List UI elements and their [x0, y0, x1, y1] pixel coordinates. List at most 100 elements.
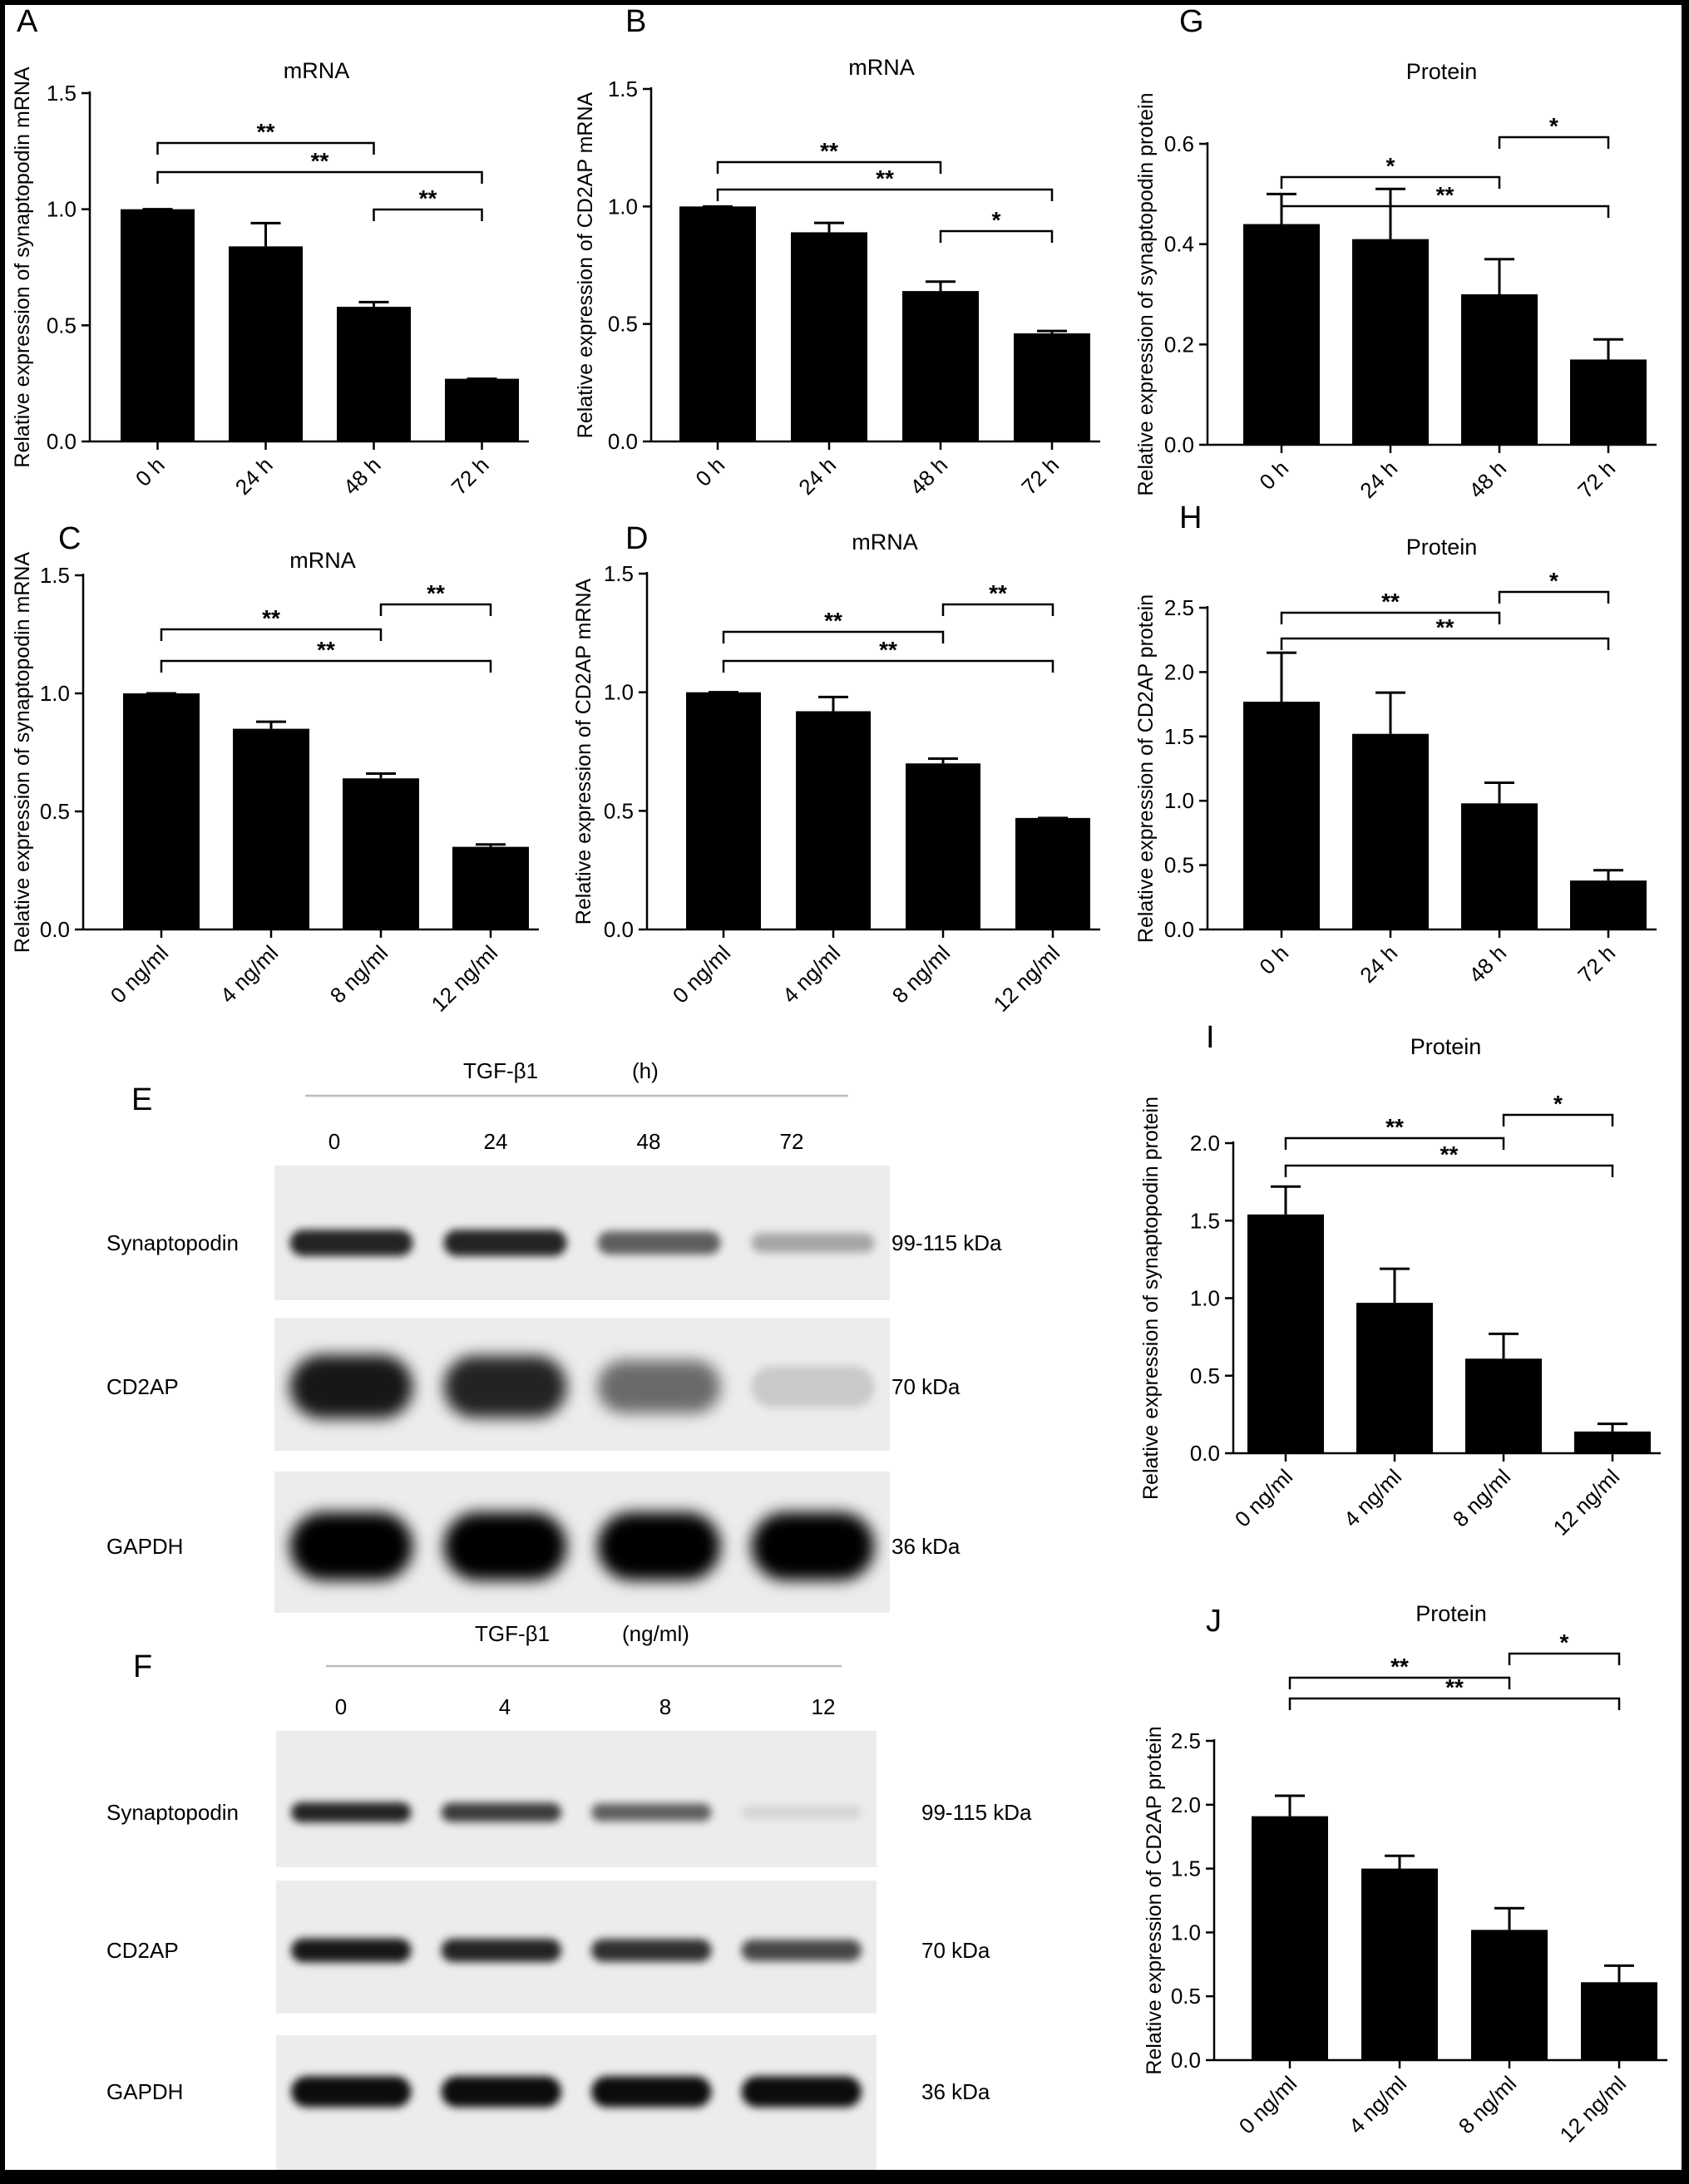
treatment-unit: (h) — [632, 1058, 659, 1083]
y-tick-label: 1.5 — [1164, 724, 1194, 749]
protein-label: CD2AP — [106, 1374, 179, 1399]
significance-bracket — [1508, 1652, 1621, 1665]
significance-bracket — [941, 603, 1054, 616]
panel-letter: C — [58, 521, 81, 556]
y-axis-label: Relative expression of synaptopodin mRNA — [11, 67, 34, 468]
y-tick-label: 2.0 — [1171, 1792, 1201, 1817]
y-tick-label: 1.0 — [1190, 1286, 1220, 1311]
blot-band — [441, 1802, 561, 1822]
blot-band — [289, 1354, 413, 1419]
significance-bracket — [1280, 637, 1610, 650]
lane-label: 48 — [637, 1129, 661, 1154]
blot-band — [289, 1512, 413, 1580]
y-tick-label: 0.0 — [1190, 1441, 1220, 1466]
significance-label: ** — [1440, 1141, 1459, 1167]
chart-title: mRNA — [289, 548, 356, 573]
bar — [1461, 803, 1538, 929]
bar — [1252, 1816, 1328, 2060]
panel-letter: F — [133, 1649, 152, 1684]
y-axis-label: Relative expression of CD2AP protein — [1143, 1726, 1166, 2074]
blot-band — [289, 1230, 413, 1256]
panel-letter: A — [17, 4, 38, 39]
significance-bracket — [156, 141, 375, 155]
y-axis-label: Relative expression of CD2AP mRNA — [574, 91, 597, 438]
significance-label: ** — [876, 165, 894, 191]
significance-bracket — [716, 160, 942, 174]
y-tick-label: 1.5 — [47, 81, 77, 106]
chart-title: mRNA — [284, 58, 350, 83]
y-tick-label: 0.6 — [1164, 131, 1194, 156]
blot-band — [741, 1940, 862, 1961]
blot-band — [591, 2076, 712, 2108]
chart-title: Protein — [1406, 535, 1478, 560]
bar — [906, 763, 980, 929]
blot-band — [741, 1806, 862, 1819]
lane-label: 24 — [484, 1129, 508, 1154]
y-tick-label: 0.5 — [608, 312, 638, 337]
blot-band — [751, 1512, 875, 1580]
y-axis-label: Relative expression of synaptopodin prot… — [1134, 92, 1158, 495]
significance-label: ** — [317, 637, 335, 663]
blot-band — [741, 2076, 862, 2108]
significance-label: ** — [824, 608, 842, 634]
significance-bracket — [373, 208, 483, 221]
western-blot-e: E TGF-β1 (h) 0 24 48 72 Synaptopodin 99-115 kDa C… — [106, 1058, 1002, 1613]
y-axis-label: Relative expression of synaptopodin mRNA — [11, 552, 34, 954]
chart-title: Protein — [1406, 59, 1478, 84]
bar — [796, 711, 871, 929]
molecular-weight-label: 36 kDa — [891, 1534, 961, 1559]
panel-letter: E — [131, 1082, 152, 1117]
significance-bracket — [1284, 1136, 1505, 1150]
blot-band — [591, 1939, 712, 1962]
y-tick-label: 0.2 — [1164, 332, 1194, 357]
y-tick-label: 1.0 — [1171, 1920, 1201, 1945]
treatment-unit: (ng/ml) — [622, 1621, 689, 1646]
significance-label: ** — [1436, 182, 1454, 208]
blot-band — [441, 1939, 561, 1962]
y-tick-label: 2.5 — [1164, 595, 1194, 620]
significance-bracket — [1280, 611, 1501, 624]
significance-bracket — [939, 229, 1054, 243]
significance-label: ** — [1381, 589, 1400, 614]
significance-bracket — [716, 188, 1054, 201]
blot-band — [441, 2076, 561, 2108]
protein-label: Synaptopodin — [106, 1230, 239, 1255]
significance-bracket — [722, 659, 1054, 673]
significance-label: ** — [311, 148, 329, 174]
bar — [445, 378, 519, 441]
significance-label: ** — [989, 580, 1007, 606]
bar — [1570, 359, 1647, 445]
y-tick-label: 2.0 — [1164, 659, 1194, 684]
significance-bracket — [1280, 205, 1610, 218]
y-axis-label: Relative expression of CD2AP mRNA — [572, 578, 595, 924]
significance-label: ** — [419, 185, 437, 211]
bar — [1352, 733, 1429, 929]
y-tick-label: 0.5 — [40, 799, 70, 824]
blot-band — [751, 1233, 875, 1253]
y-tick-label: 0.0 — [1164, 917, 1194, 942]
y-tick-label: 0.5 — [1190, 1363, 1220, 1388]
bar — [1247, 1214, 1324, 1453]
bar — [1243, 702, 1320, 929]
y-tick-label: 1.0 — [604, 680, 634, 705]
significance-bracket — [1498, 136, 1610, 149]
significance-bracket — [1288, 1676, 1511, 1689]
significance-bracket — [1288, 1697, 1621, 1710]
bar — [1581, 1982, 1657, 2060]
y-axis-label: Relative expression of CD2AP protein — [1134, 594, 1158, 943]
blot-membrane — [276, 1731, 877, 1867]
protein-label: CD2AP — [106, 1938, 179, 1963]
panel-letter: G — [1179, 4, 1204, 39]
blot-band — [591, 1803, 712, 1822]
bar — [452, 846, 529, 929]
y-tick-label: 0.4 — [1164, 232, 1194, 257]
y-axis-label: Relative expression of synaptopodin prot… — [1139, 1097, 1163, 1500]
protein-label: GAPDH — [106, 1534, 183, 1559]
lane-label: 4 — [499, 1694, 511, 1719]
chart-title: Protein — [1415, 1601, 1487, 1626]
molecular-weight-label: 70 kDa — [921, 1938, 990, 1963]
